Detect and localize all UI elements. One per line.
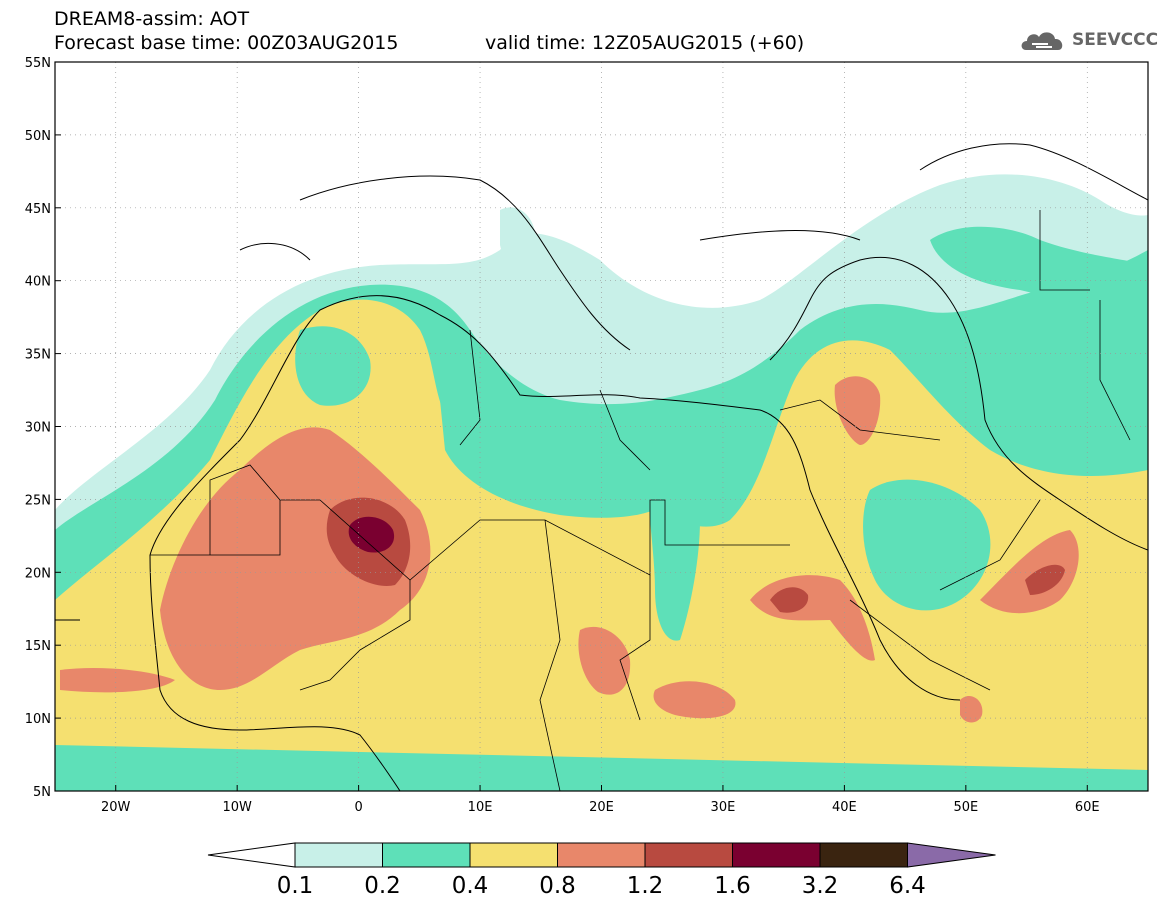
- colorbar-label: 0.1: [277, 873, 314, 899]
- axis-ticks: [55, 61, 1088, 792]
- colorbar-box: [469, 842, 558, 868]
- aot-level-0.8-oman: [980, 530, 1079, 614]
- aot-level-1.6-peak: [348, 516, 395, 553]
- aot-level-0.8-sudan: [653, 681, 736, 719]
- aot-level-0.2-atlas: [295, 326, 371, 406]
- lat-label: 20N: [25, 566, 51, 581]
- aot-level-0.2-arabia: [863, 479, 991, 611]
- lat-label: 30N: [25, 421, 51, 436]
- aot-level-0.2-egypt: [648, 467, 700, 641]
- colorbar-label: 3.2: [802, 873, 839, 899]
- lat-label: 5N: [33, 785, 51, 800]
- cloud-icon: [1021, 32, 1063, 50]
- colorbar-box: [382, 842, 471, 868]
- lon-label: 40E: [832, 800, 857, 815]
- lat-label: 35N: [25, 348, 51, 363]
- aot-level-0.2-caspian: [930, 226, 1148, 320]
- lon-label: 50E: [953, 800, 978, 815]
- valid-time: valid time: 12Z05AUG2015 (+60): [485, 32, 805, 54]
- aot-level-0.8-chad: [578, 626, 631, 695]
- lat-label: 50N: [25, 129, 51, 144]
- colorbar-label: 0.2: [364, 873, 401, 899]
- lon-label: 20W: [101, 800, 131, 815]
- colorbar-label: 1.6: [714, 873, 751, 899]
- colorbar-under-arrow: [207, 842, 296, 868]
- colorbar-box: [294, 842, 383, 868]
- colorbar-box: [732, 842, 821, 868]
- colorbar-box: [819, 842, 908, 868]
- colorbar-box: [644, 842, 733, 868]
- lon-label: 60E: [1075, 800, 1100, 815]
- colorbar-boxes: [207, 842, 996, 868]
- lon-label: 0: [354, 800, 362, 815]
- colorbar-over-arrow: [907, 842, 996, 868]
- lon-label: 20E: [589, 800, 614, 815]
- aot-level-0.8-coast: [60, 668, 175, 693]
- aot-level-0.8-iraq: [834, 376, 881, 445]
- lon-label: 30E: [711, 800, 736, 815]
- seevccc-logo: SEEVCCC: [1018, 24, 1158, 56]
- map-title: DREAM8-assim: AOT: [54, 8, 250, 30]
- aot-level-0.8-west: [160, 427, 431, 690]
- lat-label: 55N: [25, 56, 51, 71]
- lat-label: 10N: [25, 712, 51, 727]
- colorbar-box: [557, 842, 646, 868]
- lat-label: 45N: [25, 202, 51, 217]
- colorbar-label: 0.8: [539, 873, 576, 899]
- lon-label: 10E: [468, 800, 493, 815]
- lat-label: 25N: [25, 493, 51, 508]
- logo-text: SEEVCCC: [1072, 30, 1159, 50]
- longitude-labels: 20W 10W 0 10E 20E 30E 40E 50E 60E: [101, 800, 1100, 815]
- forecast-base-time: Forecast base time: 00Z03AUG2015: [54, 32, 399, 54]
- coastlines: [55, 143, 1148, 791]
- latitude-labels: 55N 50N 45N 40N 35N 30N 25N 20N 15N 10N 5N: [25, 56, 51, 800]
- colorbar-label: 6.4: [889, 873, 926, 899]
- lat-label: 15N: [25, 639, 51, 654]
- graticule: [55, 62, 1148, 791]
- colorbar-label: 0.4: [452, 873, 489, 899]
- country-borders: [150, 210, 1131, 791]
- lat-label: 40N: [25, 275, 51, 290]
- lon-label: 10W: [222, 800, 252, 815]
- aot-level-1.2-ethiopia: [770, 587, 809, 613]
- colorbar-labels: 0.1 0.2 0.4 0.8 1.2 1.6 3.2 6.4: [277, 873, 926, 899]
- aot-level-0.1-pocket: [500, 207, 536, 269]
- colorbar-label: 1.2: [627, 873, 664, 899]
